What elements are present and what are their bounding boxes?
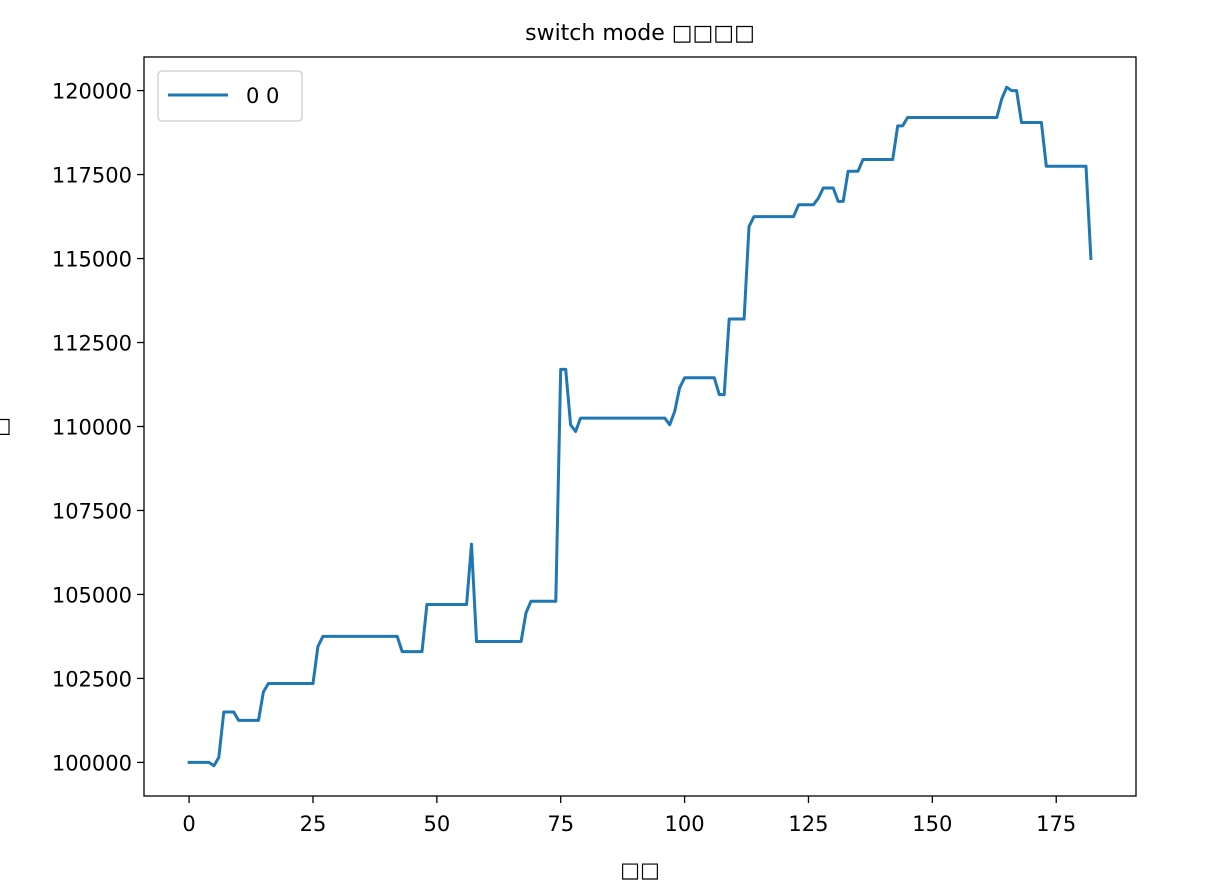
series-line bbox=[187, 85, 1093, 768]
chart-title: switch mode □□□□ bbox=[525, 21, 755, 46]
x-tick-label: 125 bbox=[788, 812, 828, 836]
y-tick-label: 102500 bbox=[52, 667, 132, 691]
legend-box bbox=[157, 70, 303, 122]
axis-ticks: 0 25 50 75 100 125 150 175 100000 102500 105000 107… bbox=[52, 80, 1076, 836]
legend: 0 0 bbox=[157, 70, 303, 122]
y-tick-label: 107500 bbox=[52, 499, 132, 523]
x-tick-label: 150 bbox=[912, 812, 952, 836]
x-axis-label: □□ bbox=[620, 858, 660, 882]
x-tick-label: 75 bbox=[547, 812, 574, 836]
x-tick-label: 50 bbox=[423, 812, 450, 836]
plot-area-frame bbox=[143, 56, 1137, 797]
x-tick-label: 0 bbox=[182, 812, 195, 836]
y-tick-label: 112500 bbox=[52, 332, 132, 356]
x-tick-label: 25 bbox=[300, 812, 327, 836]
y-tick-label: 100000 bbox=[52, 751, 132, 775]
y-tick-label: 115000 bbox=[52, 248, 132, 272]
y-tick-label: 110000 bbox=[52, 416, 132, 440]
y-tick-label: 105000 bbox=[52, 583, 132, 607]
y-axis-label: □ bbox=[0, 417, 12, 437]
y-tick-label: 117500 bbox=[52, 164, 132, 188]
legend-label: 0 0 bbox=[246, 84, 279, 108]
y-tick-label: 120000 bbox=[52, 80, 132, 104]
series-layer bbox=[187, 85, 1093, 768]
x-tick-label: 100 bbox=[665, 812, 705, 836]
x-tick-label: 175 bbox=[1036, 812, 1076, 836]
